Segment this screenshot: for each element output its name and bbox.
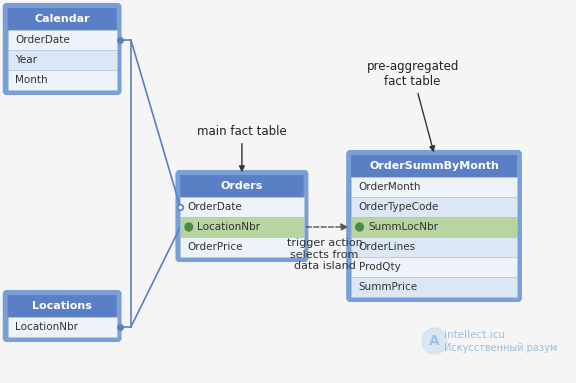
Bar xyxy=(351,257,517,277)
Text: intellect.icu: intellect.icu xyxy=(444,330,505,340)
Bar xyxy=(351,197,517,217)
Text: OrderDate: OrderDate xyxy=(15,35,70,45)
Text: trigger action
selects from
data island: trigger action selects from data island xyxy=(287,238,362,271)
Text: pre-aggregated
fact table: pre-aggregated fact table xyxy=(366,60,459,151)
Text: Orders: Orders xyxy=(221,181,263,191)
Bar xyxy=(351,217,517,237)
Text: OrderDate: OrderDate xyxy=(188,202,242,212)
Text: Locations: Locations xyxy=(32,301,92,311)
Text: OrderMonth: OrderMonth xyxy=(359,182,421,192)
Text: A: A xyxy=(429,334,440,348)
Text: OrderTypeCode: OrderTypeCode xyxy=(359,202,439,212)
FancyBboxPatch shape xyxy=(176,171,308,261)
FancyBboxPatch shape xyxy=(347,151,521,301)
Bar xyxy=(351,277,517,297)
Text: SummPrice: SummPrice xyxy=(359,282,418,292)
Text: OrderPrice: OrderPrice xyxy=(188,242,243,252)
Text: Month: Month xyxy=(15,75,48,85)
Bar xyxy=(180,237,304,257)
Circle shape xyxy=(356,223,363,231)
FancyBboxPatch shape xyxy=(351,155,517,177)
Text: OrderSummByMonth: OrderSummByMonth xyxy=(369,161,499,171)
Text: LocationNbr: LocationNbr xyxy=(198,222,260,232)
Circle shape xyxy=(422,328,447,354)
FancyBboxPatch shape xyxy=(7,295,117,317)
Bar xyxy=(7,317,117,337)
Text: LocationNbr: LocationNbr xyxy=(15,322,78,332)
FancyBboxPatch shape xyxy=(180,175,304,197)
Text: Calendar: Calendar xyxy=(35,14,90,24)
Bar xyxy=(180,217,304,237)
Text: OrderLines: OrderLines xyxy=(359,242,416,252)
Text: Искусственный разум: Искусственный разум xyxy=(444,343,557,353)
FancyBboxPatch shape xyxy=(4,4,120,94)
FancyBboxPatch shape xyxy=(4,291,120,341)
Text: ProdQty: ProdQty xyxy=(359,262,400,272)
Bar xyxy=(351,237,517,257)
Text: Year: Year xyxy=(15,55,37,65)
Bar xyxy=(7,50,117,70)
Text: main fact table: main fact table xyxy=(197,125,287,171)
Bar xyxy=(180,197,304,217)
Circle shape xyxy=(185,223,192,231)
Bar xyxy=(7,30,117,50)
Bar xyxy=(7,70,117,90)
Text: SummLocNbr: SummLocNbr xyxy=(368,222,438,232)
Bar xyxy=(351,177,517,197)
FancyBboxPatch shape xyxy=(7,8,117,30)
